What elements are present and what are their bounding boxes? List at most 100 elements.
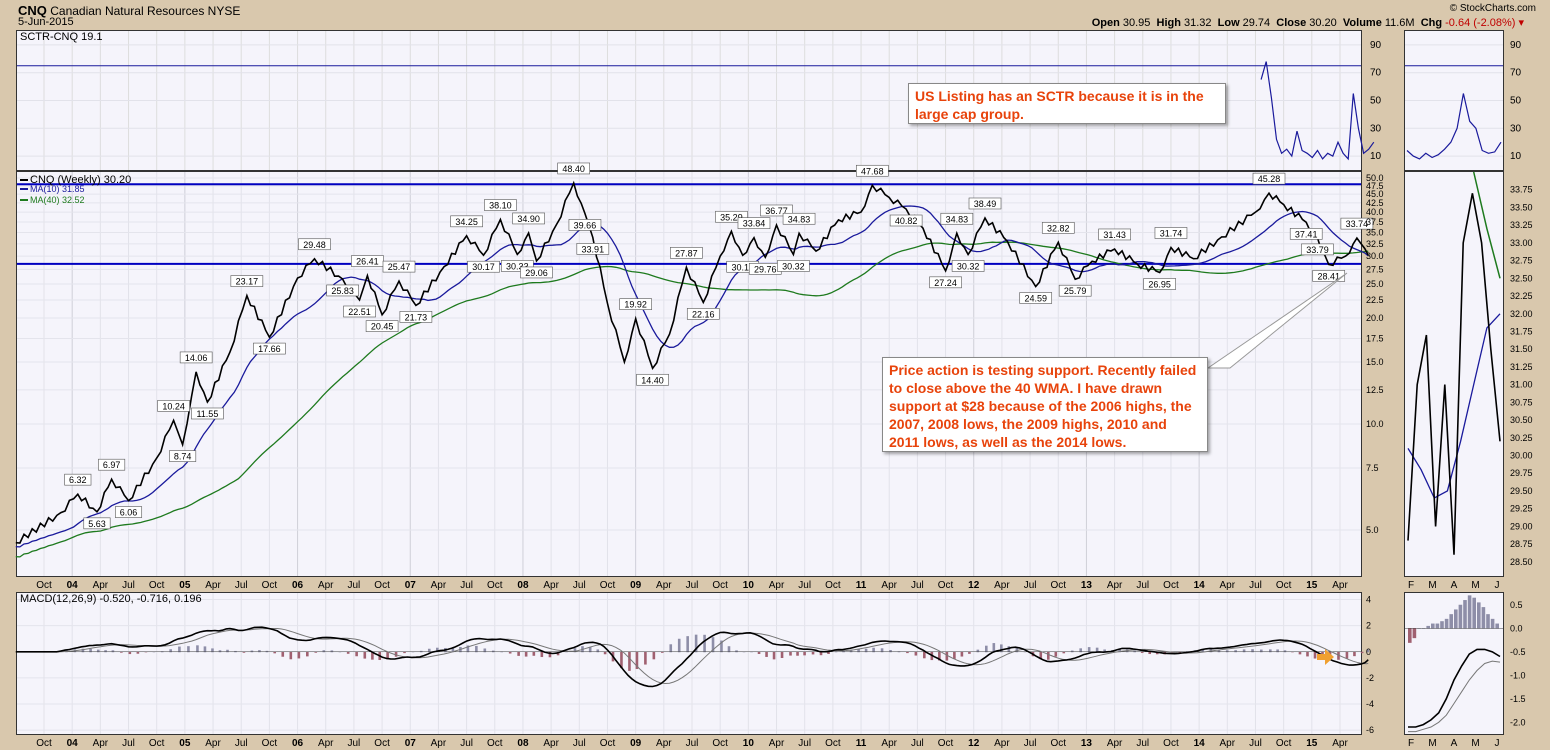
macd-inset-histogram-bar: [1495, 623, 1499, 629]
price-label: 31.74: [1160, 228, 1183, 238]
price-y-tick: 37.5: [1366, 217, 1384, 227]
macd-histogram-bar: [540, 651, 544, 658]
price-label: 33.84: [743, 219, 766, 229]
price-label-box: [940, 212, 974, 225]
macd-histogram-bar: [508, 651, 512, 654]
price-label-box: [382, 260, 416, 273]
macd-inset-histogram-bar: [1440, 621, 1444, 629]
macd-inset-y-tick: -2.0: [1510, 717, 1526, 727]
macd-histogram-bar: [914, 651, 918, 656]
price-label-box: [512, 212, 545, 225]
x-tick-label: 15: [1306, 580, 1318, 591]
price-label-box: [230, 275, 264, 287]
x-tick-label: Jul: [348, 580, 361, 591]
price-label: 8.74: [174, 452, 192, 462]
price-label: 26.41: [356, 257, 379, 267]
x-tick-label: Oct: [36, 738, 52, 749]
x-tick-label: Oct: [262, 580, 278, 591]
price-label-box: [1019, 292, 1053, 304]
macd-histogram-bar: [857, 648, 860, 653]
macd-histogram-bar: [1015, 647, 1019, 653]
x-tick-label: 04: [67, 738, 79, 749]
x-tick-label: Oct: [487, 738, 503, 749]
price-label-box: [191, 407, 224, 420]
x-tick-label: Oct: [149, 580, 165, 591]
macd-y-tick: 0: [1366, 647, 1371, 657]
price-label: 47.68: [861, 166, 884, 176]
macd-histogram-bar: [314, 651, 318, 653]
x-tick-label: Jul: [1024, 580, 1037, 591]
macd-histogram-bar: [120, 651, 123, 653]
macd-histogram-bar: [923, 651, 926, 659]
x-tick-label: Apr: [1220, 738, 1236, 749]
macd-inset-histogram-bar: [1454, 609, 1458, 629]
volume-label: Volume: [1342, 17, 1382, 29]
price-label: 21.73: [405, 312, 428, 322]
price-legend: CNQ (Weekly) 30.20: [30, 174, 131, 186]
x-tick-label: Apr: [205, 738, 221, 749]
price-label-box: [83, 517, 111, 530]
x-tick-label: Apr: [431, 580, 447, 591]
macd-inset-x-tick: A: [1451, 738, 1458, 749]
macd-histogram-bar: [306, 651, 309, 657]
orange-arrow-icon: [1317, 649, 1334, 665]
macd-histogram-bar: [827, 651, 830, 654]
price-label-box: [856, 164, 889, 177]
macd-histogram-bar: [111, 650, 115, 653]
price-label-box: [501, 260, 534, 272]
macd-histogram-bar: [355, 651, 358, 657]
quote-summary: Open 30.95 High 31.32 Low 29.74 Close 30.20 …: [1092, 16, 1524, 29]
macd-inset-y-tick: -1.5: [1510, 694, 1526, 704]
macd-histogram-bar: [727, 646, 731, 653]
x-tick-label: Jul: [573, 580, 586, 591]
price-label: 29.76: [754, 264, 777, 274]
macd-histogram-bar: [603, 651, 607, 655]
inset-y-tick: 32.75: [1510, 256, 1533, 266]
macd-histogram-bar: [953, 651, 956, 659]
x-tick-label: Oct: [36, 580, 52, 591]
price-label: 26.95: [1148, 279, 1171, 289]
macd-histogram-bar: [1337, 651, 1340, 660]
price-label-box: [1154, 227, 1188, 239]
macd-histogram-bar: [451, 647, 455, 653]
price-label: 37.41: [1295, 229, 1318, 239]
chart-date: 5-Jun-2015: [18, 16, 74, 28]
price-label: 10.24: [162, 401, 185, 411]
macd-histogram-bar: [281, 651, 285, 657]
price-label-box: [450, 215, 483, 228]
price-label: 40.82: [895, 216, 918, 226]
macd-histogram-bar: [394, 651, 398, 657]
macd-histogram-bar: [403, 651, 406, 654]
macd-y-tick: -6: [1366, 725, 1374, 735]
price-y-tick: 5.0: [1366, 525, 1379, 535]
macd-histogram-bar: [96, 649, 100, 653]
macd-histogram-bar: [803, 651, 806, 656]
price-label-box: [1289, 228, 1323, 240]
price-y-tick: 12.5: [1366, 385, 1384, 395]
sctr-annotation: US Listing has an SCTR because it is in …: [908, 83, 1226, 124]
x-tick-label: Oct: [1050, 580, 1066, 591]
macd-histogram-bar: [297, 651, 301, 659]
price-label: 34.83: [788, 214, 811, 224]
macd-histogram-bar: [1283, 650, 1287, 653]
price-label-box: [576, 243, 610, 255]
price-label: 35.29: [720, 212, 743, 222]
price-label-box: [968, 197, 1002, 210]
macd-histogram-bar: [703, 634, 706, 653]
macd-histogram-bar: [178, 646, 181, 653]
macd-inset-x-tick: M: [1428, 738, 1436, 749]
x-tick-label: Apr: [881, 738, 897, 749]
copyright: © StockCharts.com: [1449, 3, 1536, 14]
macd-histogram-bar: [1225, 650, 1229, 653]
price-y-tick: 17.5: [1366, 333, 1384, 343]
macd-histogram-bar: [1070, 650, 1074, 653]
macd-histogram-bar: [1000, 644, 1003, 653]
x-tick-label: Oct: [374, 738, 390, 749]
price-y-tick: 25.0: [1366, 279, 1384, 289]
price-label: 27.24: [934, 278, 957, 288]
price-labels: 6.32 5.63 6.97 6.06 10.24 8.74 14.06 11.55 23.17…: [64, 162, 1374, 530]
high-value: 31.32: [1183, 17, 1212, 29]
price-label-box: [343, 305, 376, 318]
x-tick-label: Apr: [543, 580, 559, 591]
x-tick-label: Jul: [122, 738, 135, 749]
